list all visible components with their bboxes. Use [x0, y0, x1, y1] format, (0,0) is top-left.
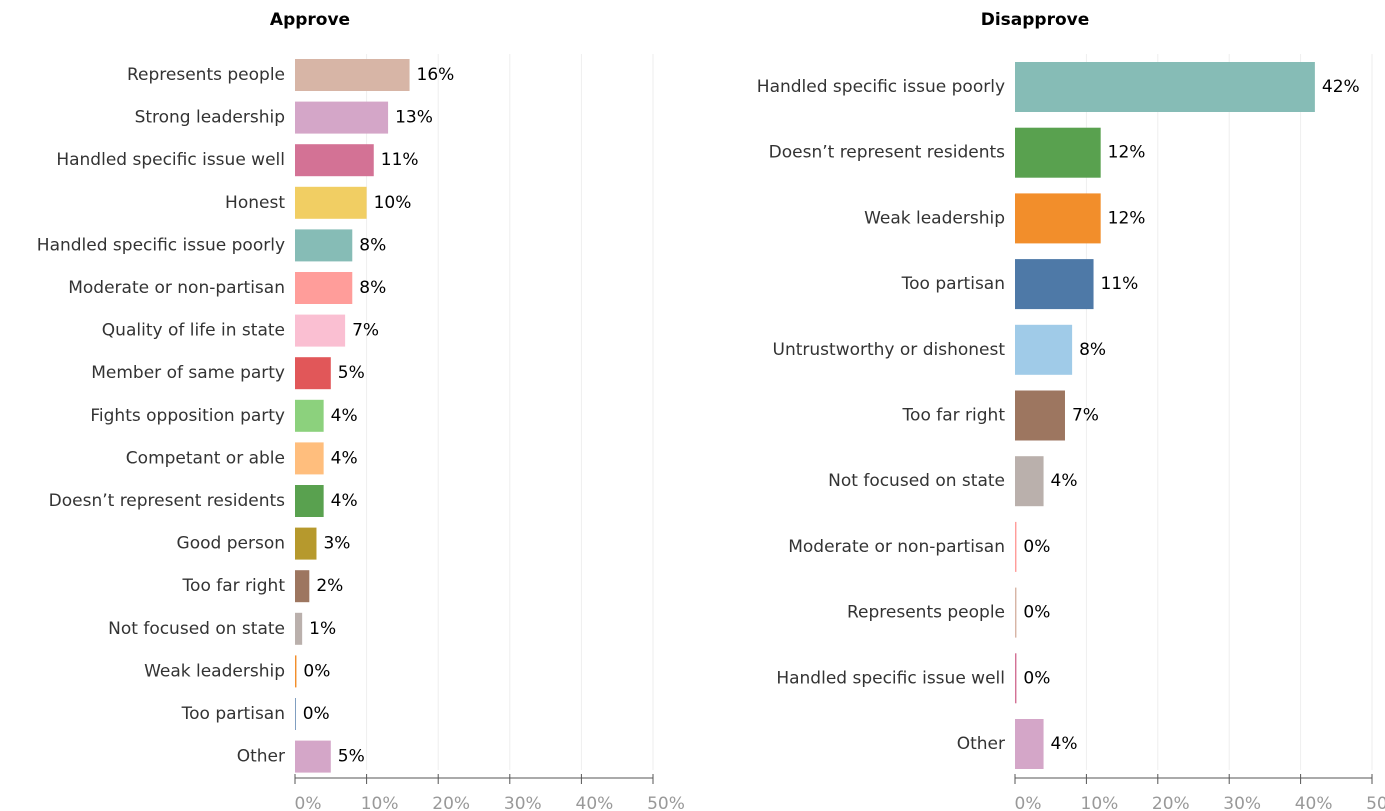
bar	[1015, 193, 1101, 244]
y-tick-label: Fights opposition party	[90, 406, 285, 426]
y-tick-label: Good person	[177, 534, 285, 554]
bar	[295, 101, 389, 134]
bar	[1015, 324, 1073, 375]
data-label: 12%	[1108, 208, 1146, 228]
data-label: 4%	[331, 406, 358, 426]
data-label: 4%	[331, 491, 358, 511]
bar	[295, 485, 324, 517]
y-tick-label: Doesn’t represent residents	[769, 143, 1005, 163]
y-tick-label: Not focused on state	[108, 619, 285, 639]
bar	[295, 527, 317, 560]
data-label: 7%	[1072, 406, 1099, 426]
bar	[1015, 653, 1017, 704]
data-label: 7%	[352, 321, 379, 341]
bar	[295, 186, 367, 219]
y-tick-label: Handled specific issue well	[776, 668, 1005, 688]
bar	[295, 229, 353, 262]
y-tick-label: Too partisan	[181, 704, 285, 724]
data-label: 13%	[395, 108, 433, 128]
x-tick-label: 30%	[504, 794, 542, 811]
y-tick-label: Handled specific issue poorly	[757, 77, 1005, 97]
y-tick-label: Handled specific issue well	[56, 150, 285, 170]
x-tick-label: 40%	[576, 794, 614, 811]
data-label: 16%	[417, 65, 455, 85]
bar	[295, 442, 324, 475]
data-label: 1%	[309, 619, 336, 639]
y-tick-label: Weak leadership	[864, 208, 1005, 228]
bar	[295, 740, 331, 773]
bar	[295, 357, 331, 390]
y-tick-label: Other	[957, 734, 1005, 754]
y-tick-label: Untrustworthy or dishonest	[773, 340, 1006, 360]
bar	[1015, 390, 1065, 441]
bar	[295, 59, 410, 91]
data-label: 0%	[1023, 603, 1050, 623]
data-label: 5%	[338, 747, 365, 767]
bar	[295, 698, 296, 730]
data-label: 3%	[323, 534, 350, 554]
bar	[1015, 259, 1094, 310]
x-tick-label: 50%	[1366, 794, 1385, 811]
data-label: 2%	[316, 576, 343, 596]
x-tick-label: 10%	[361, 794, 399, 811]
bar	[295, 314, 346, 347]
bar	[1015, 719, 1044, 769]
x-tick-label: 20%	[1152, 794, 1190, 811]
y-tick-label: Moderate or non-partisan	[68, 278, 285, 298]
y-tick-label: Not focused on state	[828, 471, 1005, 491]
y-tick-label: Represents people	[847, 603, 1005, 623]
data-label: 8%	[359, 235, 386, 255]
data-label: 5%	[338, 363, 365, 383]
data-label: 0%	[1023, 668, 1050, 688]
x-tick-label: 50%	[647, 794, 685, 811]
data-label: 11%	[1101, 274, 1139, 294]
bar	[295, 144, 374, 177]
bar	[1015, 456, 1044, 507]
data-label: 4%	[1051, 734, 1078, 754]
data-label: 0%	[1023, 537, 1050, 557]
chart-title: Disapprove	[981, 10, 1090, 30]
data-label: 11%	[381, 150, 419, 170]
data-label: 10%	[374, 193, 412, 213]
x-tick-label: 20%	[432, 794, 470, 811]
y-tick-label: Moderate or non-partisan	[788, 537, 1005, 557]
y-tick-label: Strong leadership	[135, 108, 285, 128]
bar	[1015, 587, 1017, 638]
x-tick-label: 30%	[1223, 794, 1261, 811]
data-label: 0%	[303, 661, 330, 681]
bar	[295, 570, 310, 603]
y-tick-label: Too partisan	[901, 274, 1005, 294]
y-tick-label: Too far right	[902, 406, 1006, 426]
bar	[295, 399, 324, 432]
y-tick-label: Honest	[225, 193, 285, 213]
bar	[295, 272, 353, 304]
data-label: 12%	[1108, 143, 1146, 163]
bar	[1015, 62, 1315, 112]
y-tick-label: Handled specific issue poorly	[37, 235, 285, 255]
bar	[1015, 127, 1101, 178]
x-tick-label: 40%	[1295, 794, 1333, 811]
data-label: 4%	[331, 448, 358, 468]
bar	[295, 655, 297, 688]
data-label: 4%	[1051, 471, 1078, 491]
bar	[295, 612, 303, 645]
x-tick-label: 0%	[295, 794, 322, 811]
y-tick-label: Member of same party	[91, 363, 285, 383]
data-label: 8%	[1079, 340, 1106, 360]
data-label: 8%	[359, 278, 386, 298]
y-tick-label: Other	[237, 747, 285, 767]
x-tick-label: 10%	[1081, 794, 1119, 811]
x-tick-label: 0%	[1015, 794, 1042, 811]
y-tick-label: Represents people	[127, 65, 285, 85]
y-tick-label: Competant or able	[126, 448, 285, 468]
data-label: 42%	[1322, 77, 1360, 97]
y-tick-label: Quality of life in state	[102, 321, 285, 341]
data-label: 0%	[303, 704, 330, 724]
chart-title: Approve	[270, 10, 350, 30]
y-tick-label: Weak leadership	[144, 661, 285, 681]
y-tick-label: Doesn’t represent residents	[49, 491, 285, 511]
bar	[1015, 521, 1017, 572]
y-tick-label: Too far right	[182, 576, 286, 596]
